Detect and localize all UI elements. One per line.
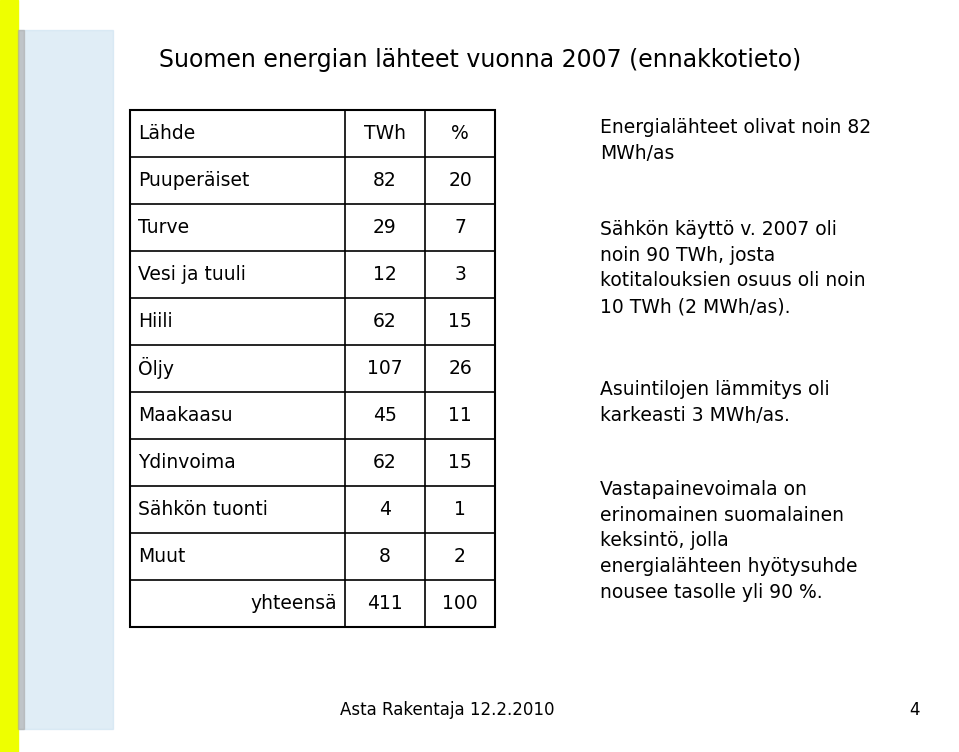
Text: %: % (451, 124, 469, 143)
Text: 4: 4 (909, 701, 920, 719)
Text: 1: 1 (454, 500, 466, 519)
Text: 107: 107 (367, 359, 403, 378)
Text: Puuperäiset: Puuperäiset (138, 171, 249, 190)
Text: 29: 29 (373, 218, 397, 237)
Text: Turve: Turve (138, 218, 189, 237)
Text: Maakaasu: Maakaasu (138, 406, 233, 425)
Text: Sähkön tuonti: Sähkön tuonti (138, 500, 268, 519)
Text: Energialähteet olivat noin 82
MWh/as: Energialähteet olivat noin 82 MWh/as (600, 118, 871, 162)
Text: Sähkön käyttö v. 2007 oli
noin 90 TWh, josta
kotitalouksien osuus oli noin
10 TW: Sähkön käyttö v. 2007 oli noin 90 TWh, j… (600, 220, 866, 317)
Text: 82: 82 (373, 171, 397, 190)
Text: 411: 411 (367, 594, 403, 613)
Text: 3: 3 (454, 265, 466, 284)
Text: 26: 26 (448, 359, 472, 378)
Text: 11: 11 (448, 406, 472, 425)
Text: 4: 4 (379, 500, 391, 519)
Text: 15: 15 (448, 453, 472, 472)
Bar (0, 0, 18, 752)
Text: Asuintilojen lämmitys oli
karkeasti 3 MWh/as.: Asuintilojen lämmitys oli karkeasti 3 MW… (600, 380, 830, 425)
Text: Hiili: Hiili (138, 312, 173, 331)
Text: 8: 8 (379, 547, 391, 566)
Text: Lähde: Lähde (138, 124, 196, 143)
Text: 7: 7 (454, 218, 466, 237)
Text: 100: 100 (442, 594, 478, 613)
Text: 2: 2 (454, 547, 466, 566)
Bar (18, 30, 24, 729)
Text: 62: 62 (373, 312, 397, 331)
Text: 45: 45 (373, 406, 397, 425)
Text: Ydinvoima: Ydinvoima (138, 453, 236, 472)
Text: Suomen energian lähteet vuonna 2007 (ennakkotieto): Suomen energian lähteet vuonna 2007 (enn… (159, 48, 801, 72)
Text: 12: 12 (373, 265, 397, 284)
Text: Asta Rakentaja 12.2.2010: Asta Rakentaja 12.2.2010 (340, 701, 554, 719)
Text: Muut: Muut (138, 547, 185, 566)
Text: TWh: TWh (364, 124, 406, 143)
Text: yhteensä: yhteensä (250, 594, 337, 613)
Text: 20: 20 (448, 171, 472, 190)
Text: 15: 15 (448, 312, 472, 331)
Text: Öljy: Öljy (138, 357, 174, 380)
Text: Vastapainevoimala on
erinomainen suomalainen
keksintö, jolla
energialähteen hyöt: Vastapainevoimala on erinomainen suomala… (600, 480, 857, 602)
Text: 62: 62 (373, 453, 397, 472)
Text: Vesi ja tuuli: Vesi ja tuuli (138, 265, 246, 284)
